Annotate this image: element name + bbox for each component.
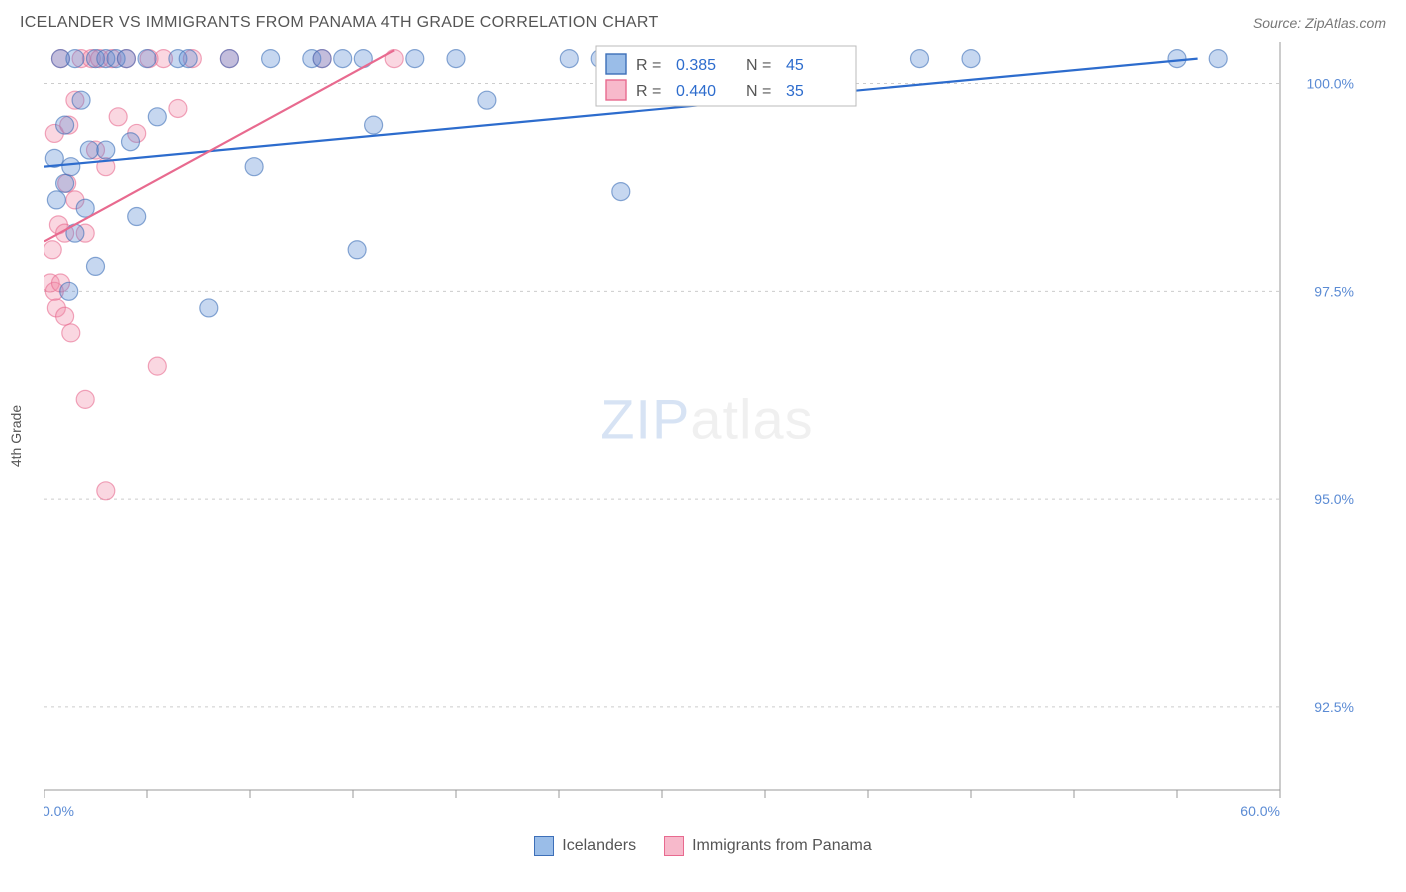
svg-text:0.385: 0.385 (676, 57, 716, 74)
svg-text:95.0%: 95.0% (1314, 491, 1354, 507)
svg-text:0.440: 0.440 (676, 83, 716, 100)
scatter-plot: 92.5% 95.0% 97.5% 100.0% ZIPatlas R = 0.385 N =… (44, 42, 1360, 830)
chart-header: ICELANDER VS IMMIGRANTS FROM PANAMA 4TH … (0, 0, 1406, 42)
svg-text:R =: R = (636, 57, 661, 74)
svg-text:60.0%: 60.0% (1240, 803, 1280, 819)
svg-text:N =: N = (746, 57, 771, 74)
chart-area: 4th Grade 92.5%95.0%97.5%100.0%ZIPatlasR… (44, 42, 1386, 830)
svg-text:ZIPatlas: ZIPatlas (600, 387, 813, 450)
svg-text:45: 45 (786, 57, 804, 74)
legend-item-panama: Immigrants from Panama (664, 836, 872, 856)
svg-text:92.5%: 92.5% (1314, 699, 1354, 715)
svg-text:0.0%: 0.0% (44, 803, 74, 819)
svg-text:100.0%: 100.0% (1307, 76, 1354, 92)
svg-text:35: 35 (786, 83, 804, 100)
svg-text:N =: N = (746, 83, 771, 100)
legend: Icelanders Immigrants from Panama (0, 830, 1406, 856)
y-axis-label: 4th Grade (8, 405, 24, 467)
source-credit: Source: ZipAtlas.com (1253, 15, 1386, 31)
legend-label: Icelanders (562, 837, 636, 855)
legend-swatch-pink (664, 836, 684, 856)
chart-title: ICELANDER VS IMMIGRANTS FROM PANAMA 4TH … (20, 14, 659, 32)
legend-item-icelanders: Icelanders (534, 836, 636, 856)
svg-text:97.5%: 97.5% (1314, 283, 1354, 299)
legend-label: Immigrants from Panama (692, 837, 872, 855)
svg-text:R =: R = (636, 83, 661, 100)
legend-swatch-blue (534, 836, 554, 856)
